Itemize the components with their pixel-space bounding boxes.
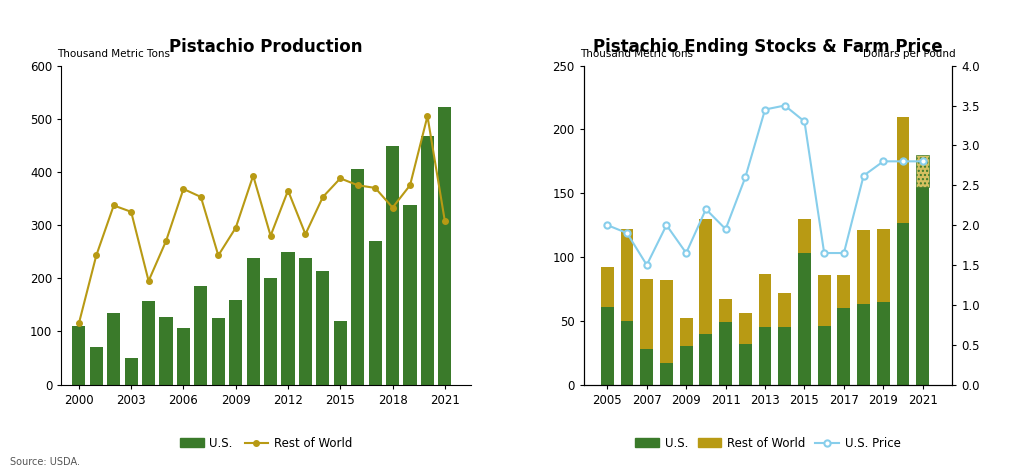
Bar	[621, 229, 634, 321]
Bar	[680, 318, 692, 346]
Text: Thousand Metric Tons: Thousand Metric Tons	[580, 49, 693, 59]
Title: Pistachio Ending Stocks & Farm Price: Pistachio Ending Stocks & Farm Price	[593, 38, 943, 56]
Bar	[247, 258, 260, 385]
Bar	[897, 117, 909, 223]
Bar	[680, 346, 692, 385]
Text: Dollars per Pound: Dollars per Pound	[863, 49, 956, 59]
Bar	[759, 327, 771, 385]
Bar	[160, 317, 173, 385]
Bar	[857, 230, 870, 304]
Bar	[897, 223, 909, 385]
Legend: U.S., Rest of World, U.S. Price: U.S., Rest of World, U.S. Price	[631, 432, 905, 454]
Bar	[857, 304, 870, 385]
Bar	[660, 280, 673, 363]
Bar	[601, 267, 613, 307]
Bar	[916, 155, 929, 187]
Bar	[125, 358, 137, 385]
Bar	[877, 302, 890, 385]
Bar	[818, 326, 830, 385]
Bar	[386, 146, 399, 385]
Bar	[699, 333, 713, 385]
Bar	[818, 275, 830, 326]
Bar	[719, 322, 732, 385]
Bar	[798, 219, 811, 253]
Bar	[621, 321, 634, 385]
Bar	[438, 106, 452, 385]
Title: Pistachio Production: Pistachio Production	[170, 38, 362, 56]
Text: Thousand Metric Tons: Thousand Metric Tons	[57, 49, 170, 59]
Bar	[73, 326, 85, 385]
Bar	[838, 275, 850, 308]
Bar	[195, 286, 208, 385]
Legend: U.S., Rest of World: U.S., Rest of World	[175, 432, 357, 454]
Bar	[264, 278, 278, 385]
Bar	[316, 272, 330, 385]
Bar	[177, 328, 190, 385]
Bar	[778, 293, 792, 327]
Bar	[778, 327, 792, 385]
Bar	[798, 253, 811, 385]
Bar	[403, 205, 417, 385]
Bar	[739, 344, 752, 385]
Bar	[838, 308, 850, 385]
Bar	[282, 252, 295, 385]
Bar	[877, 229, 890, 302]
Bar	[212, 318, 225, 385]
Bar	[421, 136, 434, 385]
Bar	[369, 241, 382, 385]
Bar	[660, 363, 673, 385]
Bar	[699, 219, 713, 333]
Bar	[229, 300, 243, 385]
Bar	[601, 307, 613, 385]
Bar	[351, 169, 365, 385]
Bar	[108, 313, 120, 385]
Bar	[739, 313, 752, 344]
Bar	[759, 273, 771, 327]
Bar	[719, 299, 732, 322]
Bar	[916, 187, 929, 385]
Bar	[299, 258, 312, 385]
Bar	[142, 301, 155, 385]
Text: Source: USDA.: Source: USDA.	[10, 457, 80, 467]
Bar	[640, 279, 653, 349]
Bar	[640, 349, 653, 385]
Bar	[90, 348, 102, 385]
Bar	[334, 321, 347, 385]
